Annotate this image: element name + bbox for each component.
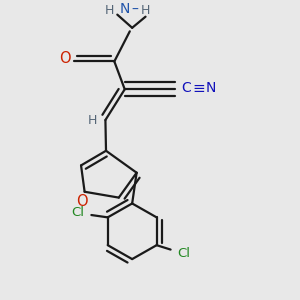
Text: N: N (119, 2, 130, 16)
Text: Cl: Cl (177, 248, 190, 260)
Text: Cl: Cl (71, 206, 85, 219)
Text: O: O (59, 51, 70, 66)
Text: C: C (181, 81, 190, 95)
Text: O: O (76, 194, 88, 209)
Text: –: – (132, 3, 139, 17)
Text: H: H (141, 4, 150, 17)
Text: H: H (88, 114, 98, 127)
Text: H: H (105, 4, 115, 17)
Text: ≡: ≡ (193, 81, 206, 96)
Text: N: N (206, 81, 216, 95)
